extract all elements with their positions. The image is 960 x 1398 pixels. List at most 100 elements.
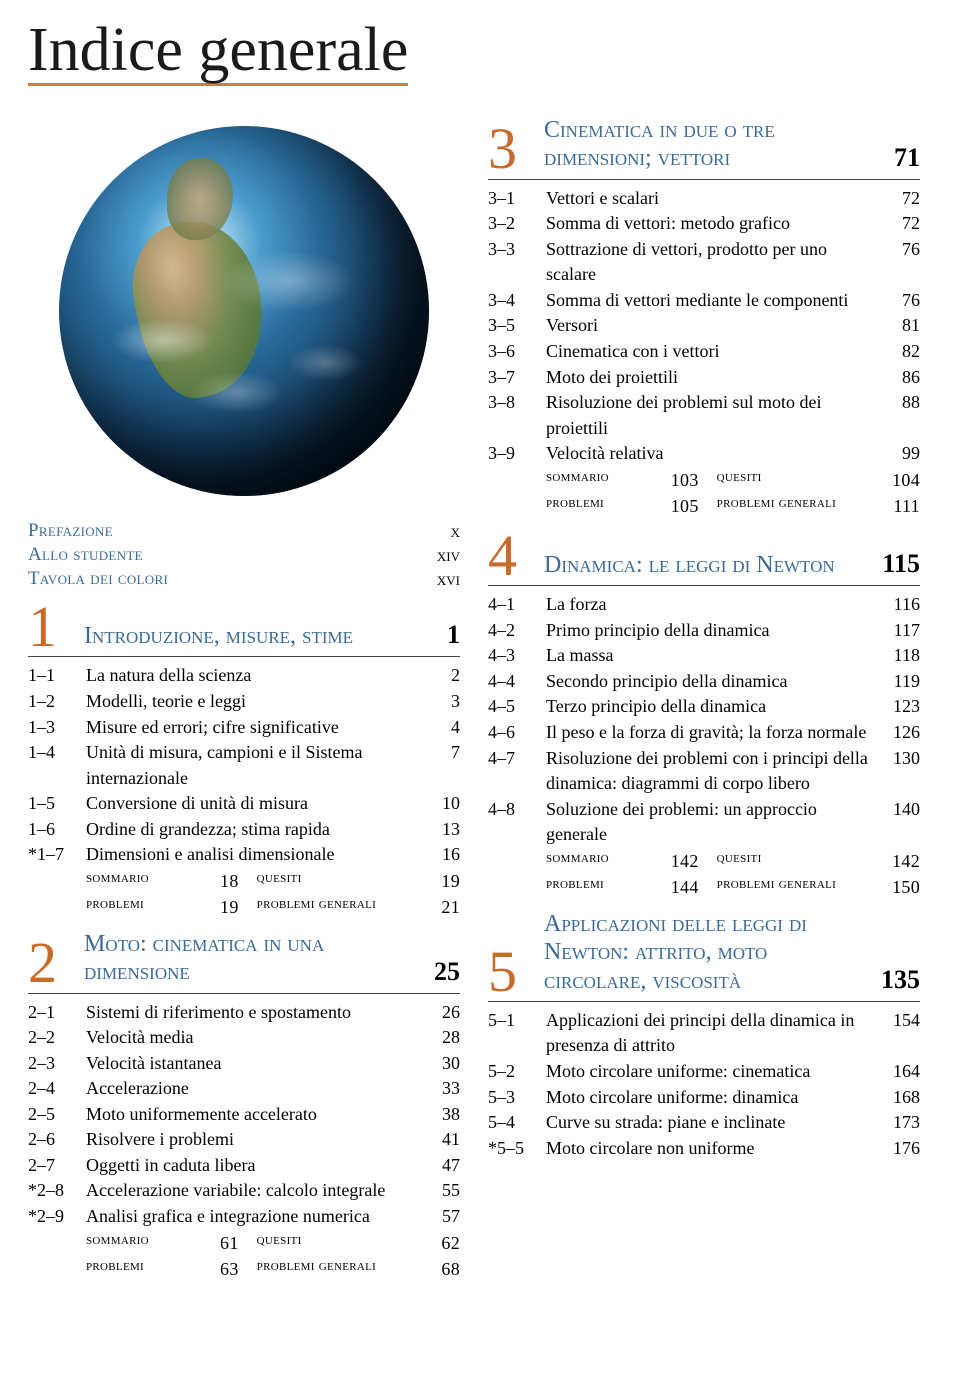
entry-num: 2–7 xyxy=(28,1153,86,1179)
entry-text: Modelli, teorie e leggi xyxy=(86,689,420,715)
entry-num: 2–2 xyxy=(28,1025,86,1051)
entry-text: Somma di vettori: metodo grafico xyxy=(546,211,880,237)
toc-entry: 2–6Risolvere i problemi41 xyxy=(28,1127,460,1153)
entry-num: 3–7 xyxy=(488,365,546,391)
entry-text: Sistemi di riferimento e spostamento xyxy=(86,1000,420,1026)
entry-page: 123 xyxy=(880,694,920,720)
toc-entry: 4–1La forza116 xyxy=(488,592,920,618)
toc-entry: 5–4Curve su strada: piane e inclinate173 xyxy=(488,1110,920,1136)
entry-page: 76 xyxy=(880,237,920,263)
entry-page: 118 xyxy=(880,643,920,669)
entry-page: 72 xyxy=(880,211,920,237)
front-page: x xyxy=(451,521,460,542)
chapter-head: 1 Introduzione, misure, stime 1 xyxy=(28,600,460,657)
chapter-head: 2 Moto: cinematica in una dimensione 25 xyxy=(28,930,460,994)
toc-entry: 4–8Soluzione dei problemi: un approccio … xyxy=(488,797,920,848)
chapter-title: Dinamica: le leggi di Newton xyxy=(544,551,874,582)
entry-text: Velocità istantanea xyxy=(86,1051,420,1077)
summary-page: 62 xyxy=(420,1230,460,1256)
summary-page: 150 xyxy=(880,874,920,900)
summary-label: problemi xyxy=(546,874,659,900)
entry-text: Moto dei proiettili xyxy=(546,365,880,391)
entry-text: Conversione di unità di misura xyxy=(86,791,420,817)
entry-text: Soluzione dei problemi: un approccio gen… xyxy=(546,797,880,848)
entry-page: 82 xyxy=(880,339,920,365)
columns: Prefazione x Allo studente xiv Tavola de… xyxy=(28,116,920,1282)
toc-entry: 4–2Primo principio della dinamica117 xyxy=(488,618,920,644)
chapter-head: 5 Applicazioni delle leggi di Newton: at… xyxy=(488,910,920,1002)
chapter-page: 71 xyxy=(894,143,920,176)
entry-num: 1–6 xyxy=(28,817,86,843)
left-column: Prefazione x Allo studente xiv Tavola de… xyxy=(28,116,460,1282)
toc-entry: 1–6Ordine di grandezza; stima rapida13 xyxy=(28,817,460,843)
entry-text: Applicazioni dei principi della dinamica… xyxy=(546,1008,880,1059)
entry-page: 3 xyxy=(420,689,460,715)
chapter-number: 4 xyxy=(488,529,530,582)
chapter-head: 3 Cinematica in due o tre dimensioni; ve… xyxy=(488,116,920,180)
summary-label: problemi generali xyxy=(257,1256,420,1282)
summary-row: problemi63problemi generali68 xyxy=(28,1256,460,1282)
entry-text: Moto uniformemente accelerato xyxy=(86,1102,420,1128)
summary-page: 144 xyxy=(659,874,699,900)
entry-num: 1–3 xyxy=(28,715,86,741)
chapter-number: 5 xyxy=(488,945,530,998)
entry-num: 4–8 xyxy=(488,797,546,823)
toc-entry: 5–1Applicazioni dei principi della dinam… xyxy=(488,1008,920,1059)
entry-text: Cinematica con i vettori xyxy=(546,339,880,365)
entry-page: 30 xyxy=(420,1051,460,1077)
entry-page: 4 xyxy=(420,715,460,741)
chapter-title: Moto: cinematica in una dimensione xyxy=(84,930,426,990)
entry-page: 57 xyxy=(420,1204,460,1230)
chapter-page: 1 xyxy=(447,620,460,653)
summary-page: 19 xyxy=(199,894,239,920)
summary-label: problemi xyxy=(546,493,659,519)
summary-page: 103 xyxy=(659,467,699,493)
earth-clouds xyxy=(59,126,429,496)
entry-num: 2–5 xyxy=(28,1102,86,1128)
toc-entry: 1–4Unità di misura, campioni e il Sistem… xyxy=(28,740,460,791)
entry-text: Curve su strada: piane e inclinate xyxy=(546,1110,880,1136)
front-label: Allo studente xyxy=(28,544,437,566)
summary-label: problemi generali xyxy=(257,894,420,920)
entry-page: 72 xyxy=(880,186,920,212)
front-label: Prefazione xyxy=(28,520,451,542)
entry-text: La forza xyxy=(546,592,880,618)
entry-page: 119 xyxy=(880,669,920,695)
front-row: Prefazione x xyxy=(28,520,460,542)
toc-entry: 3–5Versori81 xyxy=(488,313,920,339)
entry-num: 1–7 xyxy=(28,842,86,868)
entry-page: 164 xyxy=(880,1059,920,1085)
entry-num: 5–2 xyxy=(488,1059,546,1085)
summary-label: sommario xyxy=(86,868,199,894)
entry-page: 176 xyxy=(880,1136,920,1162)
entry-page: 38 xyxy=(420,1102,460,1128)
entry-text: Misure ed errori; cifre significative xyxy=(86,715,420,741)
entry-num: 3–6 xyxy=(488,339,546,365)
chapter-2: 2 Moto: cinematica in una dimensione 25 … xyxy=(28,930,460,1282)
summary-label: sommario xyxy=(86,1230,199,1256)
chapter-title: Applicazioni delle leggi di Newton: attr… xyxy=(544,910,873,998)
entry-text: Versori xyxy=(546,313,880,339)
toc-entry: 2–3Velocità istantanea30 xyxy=(28,1051,460,1077)
earth-image xyxy=(59,126,429,496)
entry-num: 2–1 xyxy=(28,1000,86,1026)
entry-text: Unità di misura, campioni e il Sistema i… xyxy=(86,740,420,791)
entry-page: 55 xyxy=(420,1178,460,1204)
entry-num: 5–5 xyxy=(488,1136,546,1162)
front-label: Tavola dei colori xyxy=(28,568,437,590)
entry-num: 4–6 xyxy=(488,720,546,746)
toc-entry: 3–3Sottrazione di vettori, prodotto per … xyxy=(488,237,920,288)
toc-entry: 4–7Risoluzione dei problemi con i princi… xyxy=(488,746,920,797)
chapter-number: 2 xyxy=(28,936,70,989)
entry-num: 5–4 xyxy=(488,1110,546,1136)
toc-entry: 5–2Moto circolare uniforme: cinematica16… xyxy=(488,1059,920,1085)
summary-row: sommario142quesiti142 xyxy=(488,848,920,874)
summary-page: 111 xyxy=(880,493,920,519)
entry-page: 13 xyxy=(420,817,460,843)
summary-row: problemi19problemi generali21 xyxy=(28,894,460,920)
toc-entry: 4–6Il peso e la forza di gravità; la for… xyxy=(488,720,920,746)
summary-label: problemi generali xyxy=(717,874,880,900)
toc-entry: 2–9Analisi grafica e integrazione numeri… xyxy=(28,1204,460,1230)
entry-text: Risoluzione dei problemi sul moto dei pr… xyxy=(546,390,880,441)
entry-page: 33 xyxy=(420,1076,460,1102)
